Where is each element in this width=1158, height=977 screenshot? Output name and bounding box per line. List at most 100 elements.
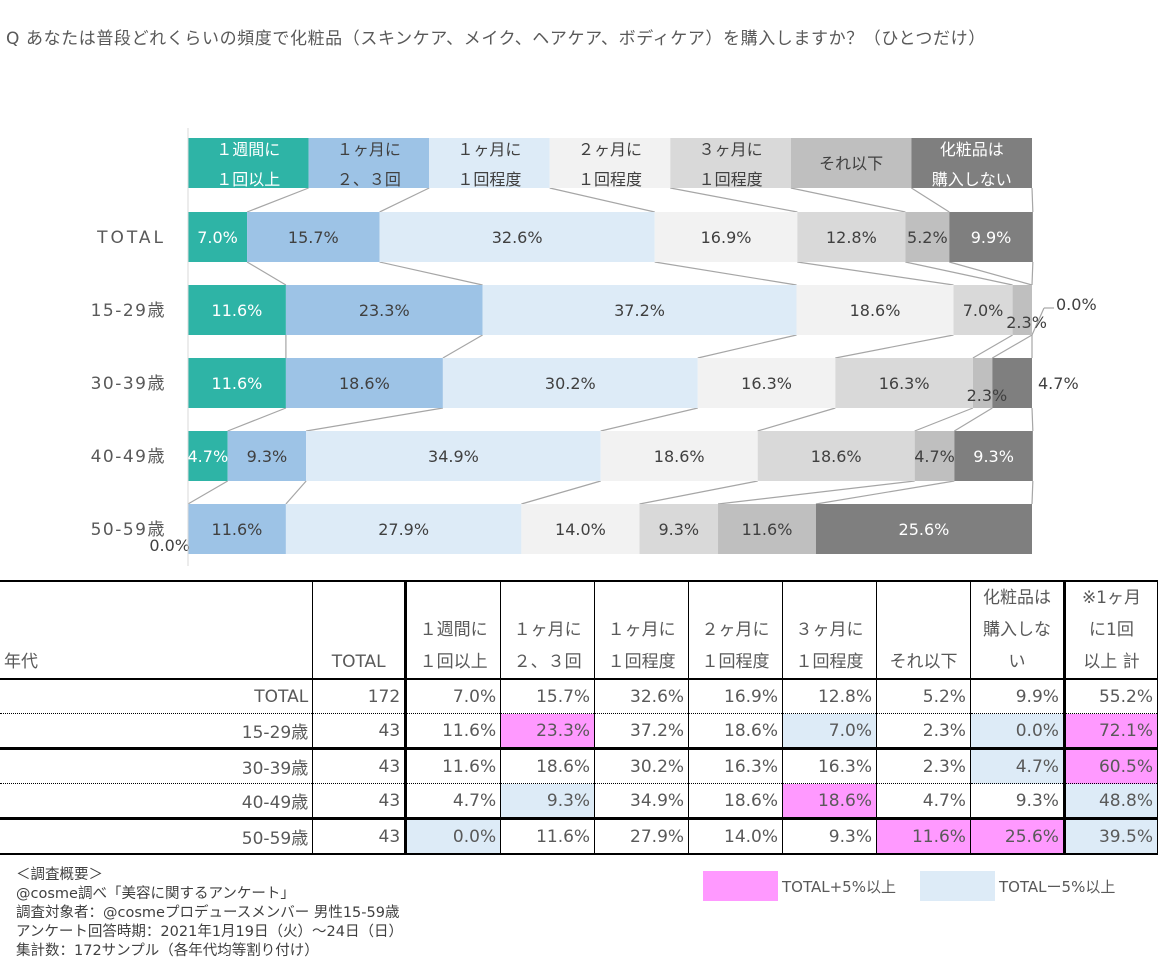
- legend-header-label: １ヶ月に: [337, 140, 401, 159]
- bar-segment: [188, 358, 286, 408]
- data-label: 11.6%: [212, 520, 263, 539]
- header-line: 化粧品は: [982, 588, 1051, 608]
- bar-segment: [306, 431, 601, 481]
- table-cell: 11.6%: [876, 818, 971, 855]
- data-label: 18.6%: [850, 301, 901, 320]
- bar-segment: [949, 212, 1033, 262]
- data-label: 7.0%: [197, 228, 238, 247]
- table-cell: 5.2%: [876, 679, 971, 714]
- category-label: TOTAL: [96, 228, 166, 248]
- header-line: それ以下: [889, 652, 958, 672]
- table-header-cell: １ヶ月に ２、３回: [500, 580, 596, 680]
- connector-line: [549, 187, 655, 213]
- legend-header-bar: [188, 138, 309, 188]
- table-cell: 32.6%: [594, 679, 690, 714]
- legend-header-label: １ヶ月に: [457, 140, 521, 159]
- header-line: １週間に: [419, 620, 488, 640]
- data-label: 9.3%: [247, 447, 288, 466]
- question-title: Q あなたは普段どれくらいの頻度で化粧品（スキンケア、メイク、ヘアケア、ボディケ…: [6, 29, 986, 49]
- header-line: 年代: [4, 652, 38, 672]
- table-cell: 55.2%: [1062, 679, 1158, 714]
- header-line: [411, 582, 496, 614]
- notes-sample: 集計数：172サンプル（各年代均等割り付け）: [16, 943, 319, 959]
- category-labels: TOTAL 15-29歳 30-39歳 40-49歳 50-59歳: [91, 228, 166, 540]
- table-cell: 0.0%: [404, 818, 502, 855]
- leader-line: [1031, 307, 1045, 336]
- table-cell: 18.6%: [688, 713, 784, 750]
- legend-header-label: ３ヶ月に: [699, 140, 763, 159]
- data-label: 4.7%: [914, 447, 955, 466]
- header-line: １回程度: [607, 652, 676, 672]
- connector-line: [379, 261, 483, 286]
- table-cell: 39.5%: [1062, 818, 1158, 855]
- table-cell: 18.6%: [782, 783, 877, 820]
- table-cell: 11.6%: [404, 748, 502, 784]
- legend-header-label: ２ヶ月に: [578, 140, 642, 159]
- legend-header-bar: [670, 138, 791, 188]
- table-cell: 60.5%: [1062, 748, 1158, 784]
- data-label: 2.3%: [1006, 313, 1047, 332]
- table-header-cell: 化粧品は 購入しない: [969, 580, 1066, 680]
- table-header-cell: １ヶ月に １回程度: [594, 580, 690, 680]
- legend-header-bar: [790, 138, 912, 188]
- bar-segment: [1012, 285, 1032, 335]
- bar-segment: [972, 358, 993, 408]
- bar-segment: [797, 212, 906, 262]
- legend-item-minus5: TOTALー5%以上: [919, 871, 1115, 901]
- connector-line: [521, 480, 601, 505]
- connector-line: [246, 261, 287, 286]
- header-line: １ヶ月に: [607, 620, 676, 640]
- header-line: １回程度: [701, 652, 770, 672]
- connector-line: [1031, 187, 1034, 213]
- connector-line: [227, 407, 287, 432]
- data-label: 11.6%: [742, 520, 793, 539]
- connector-line: [949, 261, 1033, 286]
- header-line: [317, 582, 400, 614]
- legend-header-label: 購入しない: [932, 170, 1012, 189]
- bar-segment: [639, 504, 719, 554]
- connector-line: [697, 334, 797, 359]
- bar-segment: [796, 285, 954, 335]
- header-line: 以上 計: [1083, 652, 1140, 672]
- table-cell: 2.3%: [876, 713, 971, 750]
- table-legend: TOTAL+5%以上 TOTALー5%以上: [703, 871, 1139, 901]
- table-cell: 7.0%: [404, 679, 502, 714]
- table-cell: 12.8%: [782, 679, 877, 714]
- connector-line: [790, 187, 906, 213]
- connector-line: [954, 407, 993, 432]
- bar-segment: [914, 431, 955, 481]
- table-cell: 37.2%: [594, 713, 690, 750]
- legend-header-label: １回程度: [457, 170, 521, 189]
- table-cell: 2.3%: [876, 748, 971, 784]
- connector-line: [717, 480, 915, 505]
- connector-line: [670, 187, 798, 213]
- stacked-bar-chart: １週間に １回以上 １ヶ月に ２、３回 １ヶ月に １回程度 ２ヶ月に １回程度 ３ヶ月に １回程度…: [91, 128, 1097, 566]
- data-label: 34.9%: [428, 447, 479, 466]
- connector-line: [442, 334, 483, 359]
- bar-segment: [379, 212, 655, 262]
- data-label: 7.0%: [963, 301, 1004, 320]
- header-line: に1回: [1089, 620, 1134, 640]
- bar-segment: [815, 504, 1032, 554]
- bar-segment: [600, 431, 758, 481]
- legend-label-plus5: TOTAL+5%以上: [782, 877, 896, 896]
- table-row: 30-39歳 43 11.6% 18.6% 30.2% 16.3% 16.3% 2.3% 4.7…: [0, 748, 1158, 784]
- header-line: [599, 582, 684, 614]
- table-cell: 18.6%: [688, 783, 784, 820]
- table-header-cell: 年代: [0, 580, 314, 680]
- connector-line: [1031, 407, 1034, 432]
- legend-swatch-blue: [919, 871, 995, 901]
- survey-notes: ＜調査概要＞ @cosme調べ「美容に関するアンケート」 調査対象者：@cosm…: [16, 866, 403, 961]
- data-table: 年代 TOTAL １週間に １回以上 １ヶ月に ２、３回 １ヶ月に １回程度 ２ヶ月に…: [0, 580, 1158, 855]
- legend-item-plus5: TOTAL+5%以上: [703, 871, 896, 901]
- legend-header-bar: [549, 138, 671, 188]
- table-cell: 4.7%: [876, 783, 971, 820]
- bar-segment: [835, 358, 973, 408]
- data-label: 4.7%: [188, 447, 229, 466]
- bar-segment: [285, 285, 483, 335]
- connector-line: [972, 334, 1013, 359]
- data-label: 23.3%: [359, 301, 410, 320]
- table-cell: 9.3%: [969, 783, 1066, 820]
- header-line: い: [1008, 652, 1026, 672]
- bar-segment: [718, 504, 816, 554]
